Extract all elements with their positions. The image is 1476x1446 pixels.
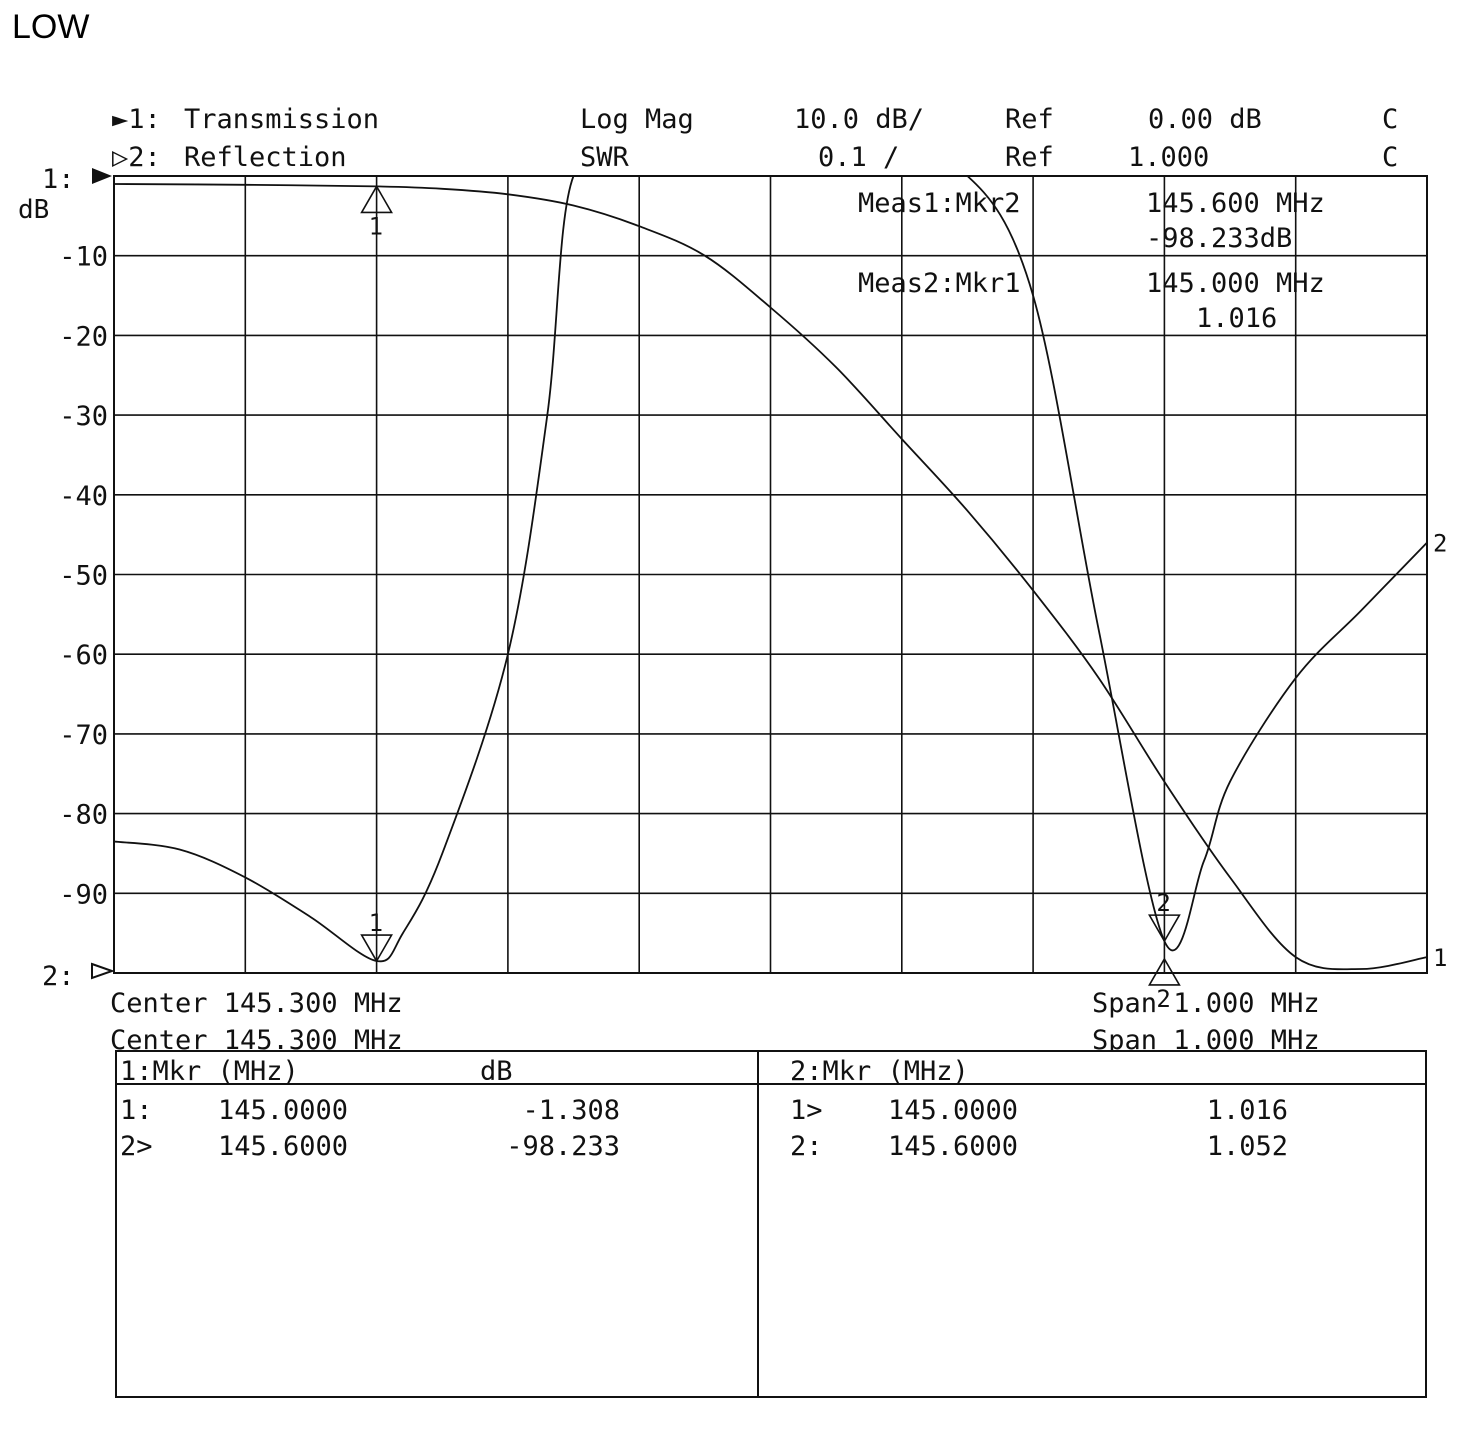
marker-table-frame [115, 1050, 1427, 1398]
ch1-ref-label: Ref [1005, 104, 1054, 135]
grid [114, 176, 1427, 973]
meas2-label: Meas2:Mkr1 [858, 268, 1021, 299]
ch1-scale: 10.0 dB/ [794, 104, 924, 135]
right-row-2-freq: 145.6000 [888, 1131, 1018, 1162]
left-row-1-freq: 145.0000 [218, 1095, 348, 1126]
meas1-freq: 145.600 MHz [1146, 188, 1325, 219]
marker-ch2-1 [360, 934, 393, 963]
ch2-ref-indicator: 2: [42, 961, 75, 992]
ch1-name: Transmission [184, 104, 379, 135]
ch1-ref-indicator: 1: [42, 164, 75, 195]
right-row-2-value: 1.052 [1207, 1131, 1288, 1162]
meas2-value: 1.016 [1196, 303, 1277, 334]
marker-ch1-2 [1148, 957, 1181, 986]
left-row-1-id: 1: [120, 1095, 153, 1126]
y-tick-label: -50 [59, 561, 108, 592]
y-tick-label: -80 [59, 800, 108, 831]
trace-end-label-2: 2 [1433, 530, 1447, 558]
measurement-readouts: Meas1:Mkr2 145.600 MHz -98.233dB Meas2:M… [858, 188, 1325, 334]
marker-ch1-1 [360, 184, 393, 214]
ch1-ref-value: 0.00 dB [1148, 104, 1262, 135]
ch2-format: SWR [580, 142, 630, 173]
marker-label: 1 [369, 909, 383, 937]
ch2-flag: C [1382, 142, 1398, 173]
ch2-scale: 0.1 / [818, 142, 899, 173]
channel-header: ►1: Transmission Log Mag 10.0 dB/ Ref 0.… [112, 104, 1398, 173]
left-row-2-freq: 145.6000 [218, 1131, 348, 1162]
y-tick-label: -10 [59, 242, 108, 273]
meas2-freq: 145.000 MHz [1146, 268, 1325, 299]
ch1-flag: C [1382, 104, 1398, 135]
left-row-2-id: 2> [120, 1131, 153, 1162]
ch2-prefix: ▷2: [112, 142, 161, 173]
y-tick-label: -20 [59, 321, 108, 352]
y-tick-label: -90 [59, 879, 108, 910]
left-table-header-unit: dB [480, 1056, 513, 1087]
ch2-name: Reflection [184, 142, 347, 173]
left-row-1-value: -1.308 [522, 1095, 620, 1126]
y-tick-label: -70 [59, 720, 108, 751]
markers: 1 2 1 2 [360, 184, 1181, 1013]
ch1-format: Log Mag [580, 104, 694, 135]
y-tick-labels: -10 -20 -30 -40 -50 -60 -70 -80 -90 [59, 242, 108, 911]
ch1-prefix: ►1: [112, 104, 161, 135]
marker-label: 1 [369, 212, 383, 240]
page-label: LOW [12, 8, 89, 46]
ch2-ref-label: Ref [1005, 142, 1054, 173]
marker-label: 2 [1156, 985, 1170, 1013]
ch1-ref-arrow-icon [92, 168, 112, 184]
marker-label: 2 [1156, 889, 1170, 917]
meas1-value: -98.233dB [1146, 223, 1292, 254]
ch2-ref-arrow-icon [91, 962, 116, 980]
meas1-label: Meas1:Mkr2 [858, 188, 1021, 219]
marker-ch2-2 [1148, 914, 1181, 943]
trace-1 [113, 183, 1428, 971]
right-row-2-id: 2: [790, 1131, 823, 1162]
left-table-header-mkr: 1:Mkr (MHz) [120, 1056, 299, 1087]
right-row-1-id: 1> [790, 1095, 823, 1126]
y-axis-label: dB [18, 195, 49, 225]
right-row-1-freq: 145.0000 [888, 1095, 1018, 1126]
sweep-footer: Center 145.300 MHz Span 1.000 MHz Center… [110, 988, 1320, 1056]
right-table-header-mkr: 2:Mkr (MHz) [790, 1056, 969, 1087]
trace-2 [113, 175, 1428, 963]
trace-end-label-1: 1 [1433, 944, 1447, 972]
y-tick-label: -30 [59, 401, 108, 432]
y-tick-label: -40 [59, 481, 108, 512]
span-ch1: Span 1.000 MHz [1092, 988, 1320, 1019]
marker-tables: 1:Mkr (MHz) dB 1: 145.0000 -1.308 2> 145… [115, 1050, 1427, 1398]
left-row-2-value: -98.233 [506, 1131, 620, 1162]
ch2-ref-value: 1.000 [1128, 142, 1209, 173]
center-ch1: Center 145.300 MHz [110, 988, 403, 1019]
right-row-1-value: 1.016 [1207, 1095, 1288, 1126]
y-tick-label: -60 [59, 640, 108, 671]
traces: 12 [113, 175, 1447, 972]
